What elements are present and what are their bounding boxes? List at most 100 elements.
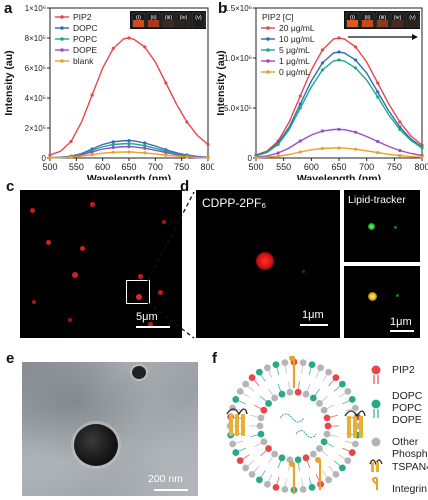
- data-point: [354, 45, 358, 49]
- fluorescent-spot: [32, 300, 36, 304]
- lipid-head: [323, 430, 331, 438]
- legend-label: 1 μg/mL: [279, 56, 310, 66]
- y-axis-label: Intensity (au): [215, 50, 227, 115]
- lipid-head: [308, 484, 316, 491]
- lipid-head: [325, 476, 333, 484]
- data-point: [398, 120, 402, 124]
- legend-label: 0 μg/mL: [279, 67, 310, 77]
- lipid-head: [316, 400, 323, 407]
- green-spot: [368, 223, 375, 230]
- data-point: [111, 140, 115, 144]
- data-point: [48, 156, 52, 160]
- lipid-head: [332, 470, 340, 478]
- lipid-head: [236, 457, 244, 465]
- interior-feature: [295, 430, 317, 438]
- scale-label: 1μm: [302, 309, 324, 321]
- legend-pip2: PIP2: [392, 364, 415, 376]
- x-tick-label: 700: [359, 162, 374, 172]
- lipid-head: [265, 445, 272, 452]
- lipid-head: [286, 388, 294, 396]
- fluorescent-spot: [68, 318, 72, 322]
- data-point: [320, 48, 324, 52]
- scale-label: 200 nm: [148, 473, 184, 485]
- data-point: [164, 151, 168, 155]
- chart-b: 500 550 600 650 700 750 800 0 5.0×10⁵ 1.0×10⁶ 1.5×…: [215, 4, 428, 180]
- lipid-head: [278, 454, 286, 462]
- lipid-head: [344, 457, 352, 465]
- data-point: [320, 129, 324, 133]
- scale-bar: [136, 326, 170, 328]
- lipid-head: [302, 390, 310, 398]
- data-point: [337, 36, 341, 40]
- green-spot: [396, 294, 399, 297]
- data-point: [90, 153, 94, 157]
- lipid-head: [348, 396, 356, 403]
- y-tick-label: 5.0×10⁵: [224, 104, 252, 113]
- data-point: [206, 142, 210, 147]
- lipid-head: [255, 476, 263, 484]
- integrin-head: [315, 457, 321, 463]
- data-point: [298, 106, 302, 110]
- tracker-label: Lipid-tracker: [348, 194, 406, 206]
- legend-other: Other Phospholipids: [392, 436, 428, 460]
- legend-marker: [266, 26, 270, 30]
- data-point: [143, 146, 147, 150]
- legend-marker: [60, 59, 64, 63]
- data-point: [90, 150, 94, 154]
- legend-marker: [266, 37, 270, 41]
- x-tick-label: 550: [69, 162, 84, 172]
- legend-marker: [60, 37, 64, 41]
- scale-label: 5μm: [136, 311, 158, 323]
- data-point: [354, 66, 358, 70]
- panel-label-c: c: [6, 178, 15, 195]
- microscopy-panel-d-tracker: Lipid-tracker: [344, 190, 420, 262]
- lipid-head: [320, 406, 328, 414]
- lipid-head: [278, 390, 286, 398]
- lipid-head: [338, 380, 346, 388]
- data-point: [320, 146, 324, 151]
- scale-bar: [154, 489, 188, 491]
- data-point: [69, 139, 73, 144]
- legend-pc-pe: DOPC POPC DOPE: [392, 390, 423, 426]
- arrow-head: [412, 34, 418, 40]
- lipid-head: [294, 388, 302, 396]
- vial-fluorescence: [347, 20, 358, 27]
- lipid-head: [242, 464, 250, 472]
- data-point: [127, 139, 131, 143]
- scale-bar: [300, 324, 328, 326]
- vesicle-small: [132, 366, 146, 379]
- fluorescent-spot: [158, 290, 163, 295]
- lipid-head: [316, 445, 323, 452]
- lipid-head: [260, 406, 268, 414]
- lipid-head: [325, 368, 333, 376]
- data-point: [298, 139, 302, 143]
- lipid-head: [323, 414, 331, 422]
- lipid-head: [271, 450, 279, 458]
- merged-spot: [368, 292, 377, 301]
- data-point: [398, 148, 402, 153]
- data-point: [185, 120, 189, 124]
- data-point: [143, 141, 147, 145]
- x-tick-label: 650: [331, 162, 346, 172]
- data-point: [376, 95, 380, 99]
- lipid-head: [232, 396, 240, 403]
- lipid-head: [256, 422, 264, 430]
- data-point: [354, 58, 358, 62]
- vial-fluorescence: [407, 20, 418, 27]
- legend-marker: [60, 15, 64, 19]
- lipid-head: [352, 440, 359, 448]
- data-point: [420, 155, 424, 159]
- vial-label: (iii): [165, 15, 172, 21]
- tspan4-loop: [344, 410, 366, 418]
- data-point: [276, 142, 280, 147]
- chart-a: 500 550 600 650 700 750 800 0 2×10⁵ 4×10⁵ 6×10⁵ 8×1…: [3, 4, 214, 180]
- x-tick-label: 650: [121, 162, 136, 172]
- legend-marker: [60, 48, 64, 52]
- y-tick-label: 8×10⁵: [25, 34, 46, 43]
- lipid-head: [299, 359, 307, 367]
- microscopy-panel-c: 5μm: [20, 190, 182, 338]
- lipid-head: [257, 430, 265, 438]
- zoom-box: [126, 280, 150, 304]
- dye-label: CDPP-2PF₆: [202, 196, 267, 210]
- lipid-head: [332, 374, 340, 382]
